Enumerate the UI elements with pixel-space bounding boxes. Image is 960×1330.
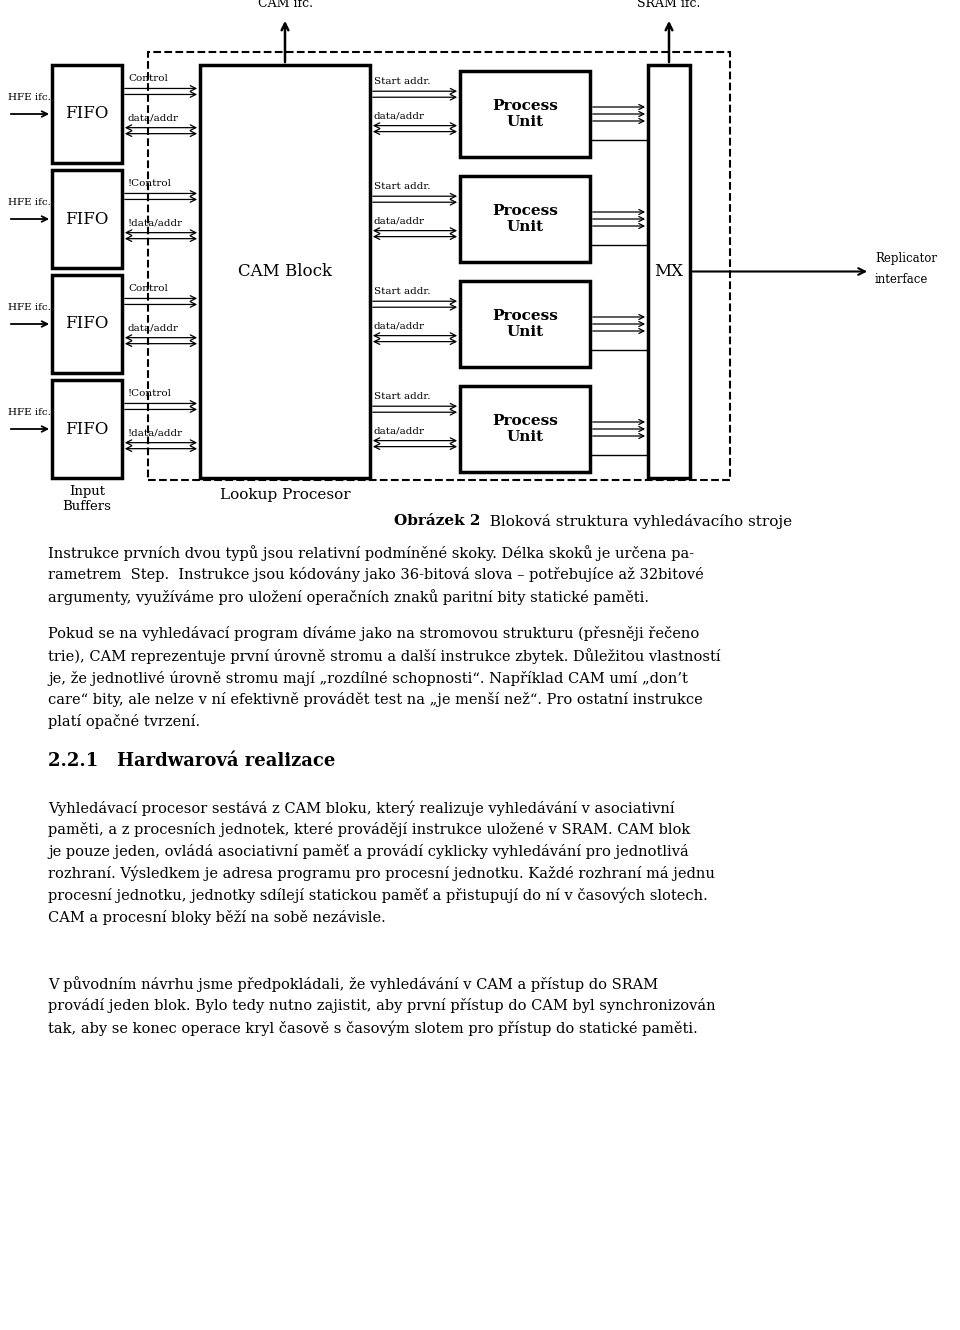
Text: FIFO: FIFO: [65, 420, 108, 438]
Text: Instrukce prvních dvou typů jsou relativní podmíněné skoky. Délka skoků je určen: Instrukce prvních dvou typů jsou relativ…: [48, 545, 704, 605]
Text: Lookup Procesor: Lookup Procesor: [220, 488, 350, 501]
Bar: [52, 380, 122, 477]
Text: Buffers: Buffers: [62, 500, 111, 513]
Text: data/addr: data/addr: [374, 217, 425, 226]
Text: HFE ifc.: HFE ifc.: [8, 198, 51, 207]
Text: CAM ifc.: CAM ifc.: [257, 0, 313, 11]
Bar: [148, 52, 730, 480]
Text: !data/addr: !data/addr: [128, 428, 183, 438]
Text: Pokud se na vyhledávací program díváme jako na stromovou strukturu (přesněji řeč: Pokud se na vyhledávací program díváme j…: [48, 626, 721, 729]
Text: data/addr: data/addr: [374, 322, 425, 331]
Text: !data/addr: !data/addr: [128, 218, 183, 227]
Text: CAM Block: CAM Block: [238, 263, 332, 281]
Text: data/addr: data/addr: [374, 112, 425, 121]
Text: HFE ifc.: HFE ifc.: [8, 303, 51, 313]
Bar: [648, 65, 690, 477]
Text: Bloková struktura vyhledávacího stroje: Bloková struktura vyhledávacího stroje: [480, 513, 792, 529]
Text: Obrázek 2: Obrázek 2: [394, 513, 480, 528]
Text: FIFO: FIFO: [65, 105, 108, 122]
Bar: [460, 386, 590, 472]
Text: data/addr: data/addr: [128, 113, 179, 122]
Text: FIFO: FIFO: [65, 210, 108, 227]
Bar: [460, 176, 590, 262]
Bar: [52, 170, 122, 269]
Text: HFE ifc.: HFE ifc.: [8, 408, 51, 418]
Text: 2.2.1   Hardwarová realizace: 2.2.1 Hardwarová realizace: [48, 751, 335, 770]
Text: Process
Unit: Process Unit: [492, 414, 558, 444]
Bar: [52, 65, 122, 164]
Text: MX: MX: [655, 263, 684, 281]
Text: Replicator: Replicator: [875, 251, 937, 265]
Bar: [200, 65, 370, 477]
Text: Start addr.: Start addr.: [374, 392, 430, 402]
Bar: [52, 275, 122, 372]
Text: !Control: !Control: [128, 180, 172, 189]
Text: V původním návrhu jsme předpokládali, že vyhledávání v CAM a přístup do SRAM
pro: V původním návrhu jsme předpokládali, že…: [48, 976, 715, 1036]
Text: HFE ifc.: HFE ifc.: [8, 93, 51, 102]
Text: Process
Unit: Process Unit: [492, 98, 558, 129]
Text: Control: Control: [128, 285, 168, 294]
Text: data/addr: data/addr: [374, 427, 425, 436]
Text: Control: Control: [128, 74, 168, 84]
Text: interface: interface: [875, 273, 928, 286]
Text: Start addr.: Start addr.: [374, 182, 430, 192]
Bar: [460, 70, 590, 157]
Text: Vyhledávací procesor sestává z CAM bloku, který realizuje vyhledávání v asociati: Vyhledávací procesor sestává z CAM bloku…: [48, 801, 715, 926]
Text: Process
Unit: Process Unit: [492, 309, 558, 339]
Text: SRAM ifc.: SRAM ifc.: [637, 0, 701, 11]
Bar: [460, 281, 590, 367]
Text: data/addr: data/addr: [128, 323, 179, 332]
Text: Process
Unit: Process Unit: [492, 203, 558, 234]
Text: Input: Input: [69, 485, 105, 497]
Text: Start addr.: Start addr.: [374, 77, 430, 86]
Text: Start addr.: Start addr.: [374, 287, 430, 297]
Text: !Control: !Control: [128, 390, 172, 399]
Text: FIFO: FIFO: [65, 315, 108, 332]
